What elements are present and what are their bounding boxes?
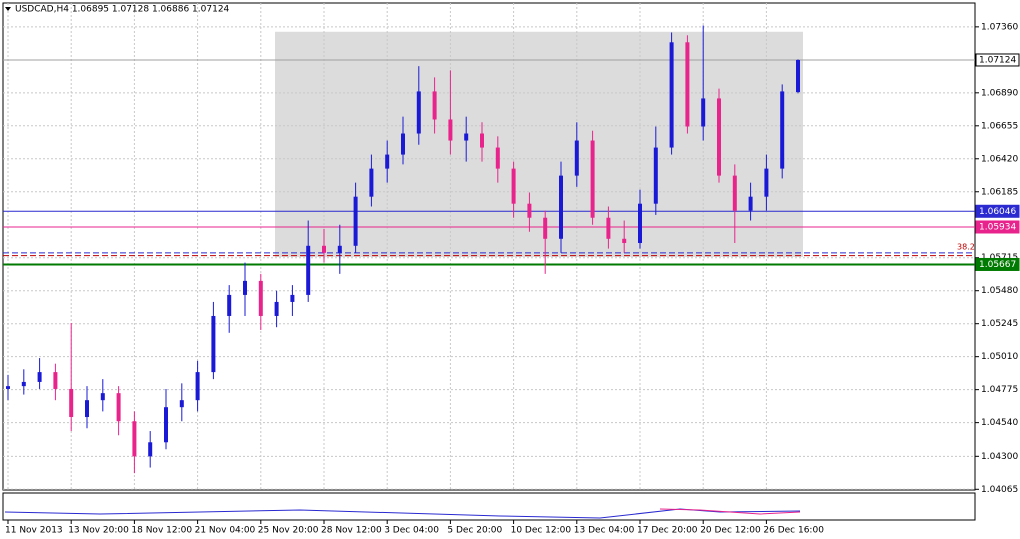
y-tick-label: 1.04065 [981, 485, 1018, 495]
price-tag-label: 1.05667 [979, 260, 1016, 270]
candle-body [132, 421, 137, 457]
x-tick-label: 21 Nov 04:00 [195, 526, 256, 536]
x-tick-label: 10 Dec 12:00 [511, 526, 572, 536]
price-tag-label: 1.06046 [979, 207, 1016, 217]
candle-body [464, 133, 469, 141]
candle-body [495, 147, 500, 169]
indicator-line [4, 508, 801, 519]
candle-body [432, 91, 437, 120]
x-tick-label: 17 Dec 20:00 [637, 526, 698, 536]
indicator-line [659, 508, 801, 515]
candle-body [717, 98, 721, 176]
y-tick-label: 1.05480 [981, 286, 1018, 296]
candle-body [53, 372, 58, 389]
y-tick-label: 1.05245 [981, 319, 1018, 329]
y-tick-label: 1.04540 [981, 418, 1018, 428]
zone [275, 31, 803, 258]
candle-body [401, 133, 405, 155]
x-tick-label: 13 Dec 04:00 [574, 526, 635, 536]
candle-body [796, 59, 800, 93]
x-tick-label: 18 Nov 12:00 [131, 526, 192, 536]
candle-body [179, 400, 184, 408]
chart-title: USDCAD,H4 1.06895 1.07128 1.06886 1.0712… [15, 5, 230, 15]
candle-body [148, 442, 153, 457]
candle-body [100, 393, 105, 401]
candle-body [685, 42, 690, 127]
candle-body [590, 140, 595, 218]
x-tick-label: 28 Nov 12:00 [321, 526, 382, 536]
y-tick-label: 1.07360 [981, 22, 1018, 32]
candle-body [290, 294, 295, 302]
candle-body [69, 388, 74, 418]
candle-body [37, 372, 42, 382]
candle-body [258, 280, 263, 316]
candle-body [211, 315, 216, 373]
x-tick-label: 26 Dec 16:00 [763, 526, 824, 536]
candle-body [574, 140, 579, 176]
candle-body [322, 245, 326, 253]
candle-body [480, 133, 484, 148]
candle-body [448, 119, 453, 141]
candle-body [732, 175, 737, 211]
candle-body [6, 386, 10, 389]
candle-body [764, 168, 769, 197]
candle-body [195, 372, 200, 401]
y-tick-label: 1.04775 [981, 385, 1018, 395]
candle-body [748, 196, 753, 211]
candle-body [653, 147, 658, 204]
x-tick-label: 13 Nov 20:00 [68, 526, 129, 536]
price-tag [975, 257, 1020, 271]
candle-body [780, 91, 785, 169]
y-tick-label: 1.04300 [981, 452, 1018, 462]
candle-body [85, 400, 89, 418]
candle-body [164, 407, 168, 443]
candle-body [543, 217, 548, 239]
y-tick-label: 1.06420 [981, 154, 1018, 164]
x-tick-label: 3 Dec 04:00 [384, 526, 439, 536]
price-tag-label: 1.05934 [979, 222, 1016, 232]
fib-label: 38.2 [957, 242, 975, 251]
candle-body [116, 393, 121, 422]
candle-body [306, 245, 311, 295]
price-tag [975, 220, 1020, 234]
candle-body [511, 168, 516, 204]
price-tag [975, 53, 1020, 67]
candle-body [227, 294, 232, 316]
candle-body [21, 381, 26, 387]
y-tick-label: 1.05010 [981, 352, 1018, 362]
y-tick-label: 1.06655 [981, 121, 1018, 131]
candle-body [669, 42, 674, 148]
candle-body [274, 301, 279, 316]
x-tick-label: 5 Dec 20:00 [447, 526, 502, 536]
x-tick-label: 11 Nov 2013 [5, 526, 63, 536]
price-tag-label: 1.07124 [979, 55, 1016, 65]
candle-body [369, 168, 374, 197]
candle-body [527, 203, 532, 218]
candle-body [701, 98, 706, 127]
candle-body [243, 280, 247, 295]
menu-arrow [5, 7, 11, 11]
candle-body [622, 238, 627, 243]
candle-body [416, 91, 421, 134]
y-tick-label: 1.06185 [981, 187, 1018, 197]
y-tick-label: 1.06890 [981, 88, 1018, 98]
x-tick-label: 25 Nov 20:00 [258, 526, 319, 536]
x-tick-label: 20 Dec 12:00 [700, 526, 761, 536]
candle-body [385, 154, 390, 169]
price-tag [975, 204, 1020, 218]
candle-body [606, 217, 611, 239]
candle-body [337, 245, 342, 253]
candle-body [353, 196, 358, 246]
candle-body [559, 175, 563, 239]
candle-body [638, 203, 642, 243]
